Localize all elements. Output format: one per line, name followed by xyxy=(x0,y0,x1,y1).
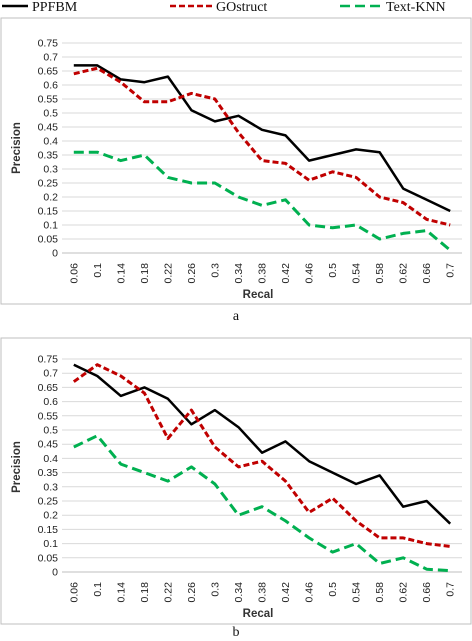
chart-a-gridlines xyxy=(62,42,462,254)
chart-b-series-line-ppfbm xyxy=(73,363,452,525)
chart-a-series xyxy=(73,64,452,252)
chart-a-x-tick-label: 0.38 xyxy=(257,263,269,284)
chart-a-y-tick-label: 0.65 xyxy=(38,66,59,78)
chart-a-x-tick-label: 0.34 xyxy=(233,263,245,284)
chart-b-x-tick-label: 0.3 xyxy=(209,582,221,597)
chart-b-x-axis-title: Recal xyxy=(243,608,274,620)
chart-a-y-ticks: 0 0.05 0.1 0.15 0.2 0.25 0.3 0.35 0.4 0.45 0.5 0.55… xyxy=(38,38,59,260)
chart-a-y-tick-label: 0 xyxy=(52,248,58,260)
chart-a-x-tick-label: 0.5 xyxy=(327,263,339,278)
chart-b-x-tick-label: 0.54 xyxy=(351,582,363,603)
chart-b-series-line-text-knn xyxy=(73,434,451,573)
chart-b-x-tick-label: 0.38 xyxy=(257,582,269,603)
chart-b-x-tick-label: 0.7 xyxy=(445,582,457,597)
chart-b-y-tick-label: 0.25 xyxy=(38,496,59,508)
chart-b-y-tick-label: 0.7 xyxy=(43,368,58,380)
chart-a-y-tick-label: 0.15 xyxy=(38,206,59,218)
chart-b-y-tick-label: 0.5 xyxy=(43,425,58,437)
chart-a-y-tick-label: 0.25 xyxy=(38,178,59,190)
chart-b-x-tick-label: 0.42 xyxy=(280,582,292,603)
chart-a-y-tick-label: 0.35 xyxy=(38,150,59,162)
chart-a-y-tick-label: 0.5 xyxy=(43,108,58,120)
chart-b: 0 0.05 0.1 0.15 0.2 0.25 0.3 0.35 0.4 0.45 0.5 0.55… xyxy=(0,337,472,640)
chart-a-x-tick-label: 0.22 xyxy=(162,263,174,284)
chart-a-x-tick-label: 0.26 xyxy=(186,263,198,284)
chart-b-y-tick-label: 0.35 xyxy=(38,467,59,479)
chart-a-x-tick-label: 0.06 xyxy=(68,263,80,284)
chart-a-y-tick-label: 0.45 xyxy=(38,122,59,134)
chart-a-x-tick-label: 0.7 xyxy=(445,263,457,278)
chart-b-y-axis-title: Precision xyxy=(11,441,23,493)
chart-b-x-tick-label: 0.1 xyxy=(92,582,104,597)
chart-a-caption: a xyxy=(233,309,240,324)
chart-b-x-tick-label: 0.62 xyxy=(398,582,410,603)
chart-b-series xyxy=(72,363,452,573)
chart-b-y-tick-label: 0.3 xyxy=(43,481,58,493)
chart-b-y-tick-label: 0.65 xyxy=(38,382,59,394)
chart-b-x-tick-label: 0.26 xyxy=(186,582,198,603)
chart-a-frame xyxy=(0,17,472,305)
chart-b-y-tick-label: 0.05 xyxy=(38,552,59,564)
chart-a-y-axis-title: Precision xyxy=(11,122,23,174)
chart-a-x-tick-label: 0.58 xyxy=(374,263,386,284)
chart-b-x-tick-label: 0.58 xyxy=(374,582,386,603)
chart-a-series-line-text-knn xyxy=(73,150,452,252)
chart-a-x-ticks: 0.06 0.1 0.14 0.18 0.22 0.26 0.3 0.34 0.38 0.42 0.… xyxy=(68,263,456,284)
legend-label-ppfbm: PPFBM xyxy=(32,0,78,15)
chart-b-x-tick-label: 0.34 xyxy=(233,582,245,603)
chart-a-x-tick-label: 0.1 xyxy=(92,263,104,278)
chart-a-x-tick-label: 0.42 xyxy=(280,263,292,284)
chart-a-x-axis-title: Recal xyxy=(243,289,274,301)
chart-a-x-tick-label: 0.66 xyxy=(421,263,433,284)
chart-b-y-tick-label: 0.2 xyxy=(43,510,58,522)
chart-b-y-tick-label: 0.1 xyxy=(43,538,58,550)
chart-a: 0 0.05 0.1 0.15 0.2 0.25 0.3 0.35 0.4 0.45 0.5 0.55… xyxy=(0,17,472,324)
chart-b-x-tick-label: 0.46 xyxy=(304,582,316,603)
legend: PPFBM GOstruct Text-KNN xyxy=(2,0,446,15)
chart-a-series-line-ppfbm xyxy=(73,64,451,213)
chart-b-gridlines xyxy=(62,358,462,573)
chart-a-y-tick-label: 0.2 xyxy=(43,192,58,204)
chart-b-y-tick-label: 0 xyxy=(52,567,58,579)
chart-a-x-tick-label: 0.46 xyxy=(304,263,316,284)
legend-label-text-knn: Text-KNN xyxy=(386,0,446,15)
chart-b-x-tick-label: 0.5 xyxy=(327,582,339,597)
chart-b-x-tick-label: 0.14 xyxy=(115,582,127,603)
chart-b-y-tick-label: 0.4 xyxy=(43,453,58,465)
chart-a-x-tick-label: 0.18 xyxy=(139,263,151,284)
chart-b-y-tick-label: 0.75 xyxy=(38,354,59,366)
chart-a-y-tick-label: 0.6 xyxy=(43,80,58,92)
chart-b-x-tick-label: 0.66 xyxy=(421,582,433,603)
chart-b-x-tick-label: 0.18 xyxy=(139,582,151,603)
chart-b-frame xyxy=(0,337,472,625)
chart-a-y-tick-label: 0.05 xyxy=(38,234,59,246)
chart-b-x-tick-label: 0.22 xyxy=(162,582,174,603)
chart-a-y-tick-label: 0.1 xyxy=(43,220,58,232)
chart-b-series-line-gostruct xyxy=(72,363,451,548)
chart-b-y-tick-label: 0.6 xyxy=(43,396,58,408)
chart-a-y-tick-label: 0.55 xyxy=(38,94,59,106)
chart-b-y-tick-label: 0.45 xyxy=(38,439,59,451)
chart-b-caption: b xyxy=(233,625,240,640)
chart-a-y-tick-label: 0.4 xyxy=(43,136,58,148)
chart-a-y-tick-label: 0.7 xyxy=(43,52,58,64)
chart-b-y-ticks: 0 0.05 0.1 0.15 0.2 0.25 0.3 0.35 0.4 0.45 0.5 0.55… xyxy=(38,354,59,579)
chart-a-x-tick-label: 0.14 xyxy=(115,263,127,284)
chart-b-x-tick-label: 0.06 xyxy=(68,582,80,603)
chart-b-y-tick-label: 0.55 xyxy=(38,410,59,422)
chart-a-y-tick-label: 0.75 xyxy=(38,38,59,50)
legend-label-gostruct: GOstruct xyxy=(216,0,267,15)
chart-b-y-tick-label: 0.15 xyxy=(38,524,59,536)
chart-b-x-ticks: 0.06 0.1 0.14 0.18 0.22 0.26 0.3 0.34 0.38 0.42 0.… xyxy=(68,582,456,603)
chart-a-series-line-gostruct xyxy=(73,66,451,227)
chart-a-x-tick-label: 0.3 xyxy=(209,263,221,278)
chart-a-x-tick-label: 0.54 xyxy=(351,263,363,284)
chart-a-x-tick-label: 0.62 xyxy=(398,263,410,284)
chart-a-y-tick-label: 0.3 xyxy=(43,164,58,176)
